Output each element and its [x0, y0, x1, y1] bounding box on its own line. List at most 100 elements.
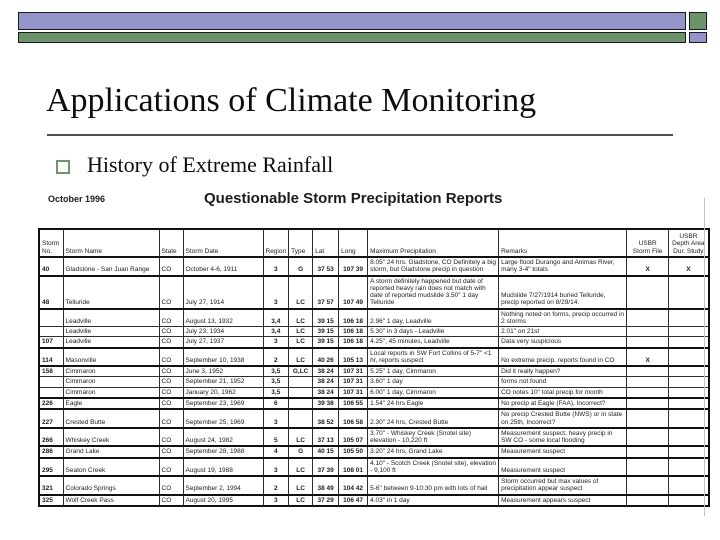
bullet-row: History of Extreme Rainfall: [56, 152, 333, 178]
table-cell: Masonville: [62, 346, 160, 367]
table-cell: 295: [38, 456, 64, 477]
table-cell: 321: [38, 475, 64, 496]
scanned-report-image: October 1996 Questionable Storm Precipit…: [0, 188, 720, 528]
table-cell: 3,5: [262, 376, 290, 388]
table-cell: A storm definitely happened but date of …: [367, 274, 500, 310]
table-cell: 37 39: [312, 456, 340, 477]
table-cell: [626, 396, 670, 410]
column-header: Storm Name: [62, 228, 160, 258]
table-cell: Seaton Creek: [62, 456, 160, 477]
table-cell: X: [626, 346, 670, 367]
table-cell: CO: [158, 274, 184, 310]
column-header: Type: [288, 228, 314, 258]
table-row: 114 Masonville CO September 10, 1938 2 LC 40 2…: [38, 346, 710, 367]
table-cell: [668, 365, 710, 378]
table-cell: 106 18: [338, 307, 369, 328]
table-cell: [668, 445, 710, 459]
table-cell: 4: [262, 445, 290, 459]
table-cell: [626, 426, 670, 447]
table-cell: [668, 426, 710, 447]
header-bar-green: [18, 32, 686, 43]
table-cell: 106 18: [338, 326, 369, 338]
table-cell: Crested Butte: [62, 408, 160, 429]
table-cell: 3.20" 24 hrs, Grand Lake: [367, 445, 500, 459]
column-header: USBR Storm File: [626, 228, 670, 258]
table-cell: 40: [38, 256, 64, 277]
table-row: Leadville CO August 13, 1932 3,4 LC 39 15 106 …: [38, 307, 710, 328]
table-cell: 38 24: [312, 376, 340, 388]
table-cell: Cimmaron: [62, 365, 160, 378]
table-cell: 38 49: [312, 475, 340, 496]
table-cell: G,LC: [288, 365, 314, 378]
column-header: USBR Depth Area Dur. Study: [668, 228, 710, 258]
table-cell: CO: [158, 396, 184, 410]
table-cell: 37 53: [312, 256, 340, 277]
table-cell: 4.10" - Scotch Creek (Snotel site), elev…: [367, 456, 500, 477]
table-cell: [288, 376, 314, 388]
table-cell: 106 55: [338, 396, 369, 410]
table-cell: LC: [288, 307, 314, 328]
table-cell: 4.03" in 1 day: [367, 493, 500, 507]
table-cell: CO: [158, 475, 184, 496]
table-cell: 3,4: [262, 307, 290, 328]
table-cell: 2.96" 1 day, Leadville: [367, 307, 500, 328]
table-cell: LC: [288, 475, 314, 496]
bullet-square-icon: [56, 159, 70, 174]
table-cell: Storm occurred but max values of precipi…: [498, 475, 628, 496]
table-cell: LC: [288, 274, 314, 310]
table-cell: [668, 274, 710, 310]
table-cell: Did it really happen?: [498, 365, 628, 378]
table-row: 321 Colorado Springs CO September 2, 1994 2 L…: [38, 475, 710, 496]
table-cell: 107 31: [338, 376, 369, 388]
table-cell: 227: [38, 408, 64, 429]
table-cell: 106 47: [338, 493, 369, 507]
table-cell: 3,5: [262, 386, 290, 399]
table-cell: Data very suspicious: [498, 336, 628, 349]
table-cell: [668, 408, 710, 429]
table-cell: 266: [38, 426, 64, 447]
table-cell: Eagle: [62, 396, 160, 410]
table-cell: 107 39: [338, 256, 369, 277]
table-cell: Cimmaron: [62, 386, 160, 399]
table-cell: Measurement suspect: [498, 445, 628, 459]
table-cell: 5.25" 1 day, Cimmaron: [367, 365, 500, 378]
table-cell: G: [288, 256, 314, 277]
table-cell: [668, 346, 710, 367]
table-cell: CO: [158, 326, 184, 338]
table-cell: CO: [158, 336, 184, 349]
table-cell: 5-6" between 9-10:30 pm with lots of hai…: [367, 475, 500, 496]
table-cell: 6.00" 1 day, Cimmaron: [367, 386, 500, 399]
table-cell: July 27, 1914: [182, 274, 264, 310]
table-cell: CO: [158, 307, 184, 328]
table-cell: 106 18: [338, 336, 369, 349]
table-cell: 3: [262, 256, 290, 277]
table-cell: [626, 386, 670, 399]
table-cell: 107 49: [338, 274, 369, 310]
column-header: Remarks: [498, 228, 628, 258]
table-cell: 3: [262, 408, 290, 429]
table-cell: June 3, 1952: [182, 365, 264, 378]
table-cell: August 20, 1995: [182, 493, 264, 507]
table-cell: 6: [262, 396, 290, 410]
table-cell: CO: [158, 386, 184, 399]
table-cell: 40 26: [312, 346, 340, 367]
table-cell: Measurement appears suspect: [498, 493, 628, 507]
table-cell: 4.25", 45 minutes, Leadville: [367, 336, 500, 349]
table-cell: Leadville: [62, 336, 160, 349]
column-header: Lat: [312, 228, 340, 258]
table-cell: September 21, 1952: [182, 376, 264, 388]
table-cell: CO: [158, 365, 184, 378]
table-cell: 39 15: [312, 307, 340, 328]
table-cell: CO: [158, 408, 184, 429]
table-cell: CO: [158, 376, 184, 388]
table-cell: [38, 326, 64, 338]
table-cell: 3.70" - Whiskey Creek (Snotel site) elev…: [367, 426, 500, 447]
table-cell: 105 50: [338, 445, 369, 459]
table-cell: LC: [288, 456, 314, 477]
table-cell: forms not found: [498, 376, 628, 388]
table-cell: 105 13: [338, 346, 369, 367]
table-cell: 38 24: [312, 365, 340, 378]
table-cell: [626, 307, 670, 328]
table-cell: 107 31: [338, 365, 369, 378]
table-cell: [626, 456, 670, 477]
